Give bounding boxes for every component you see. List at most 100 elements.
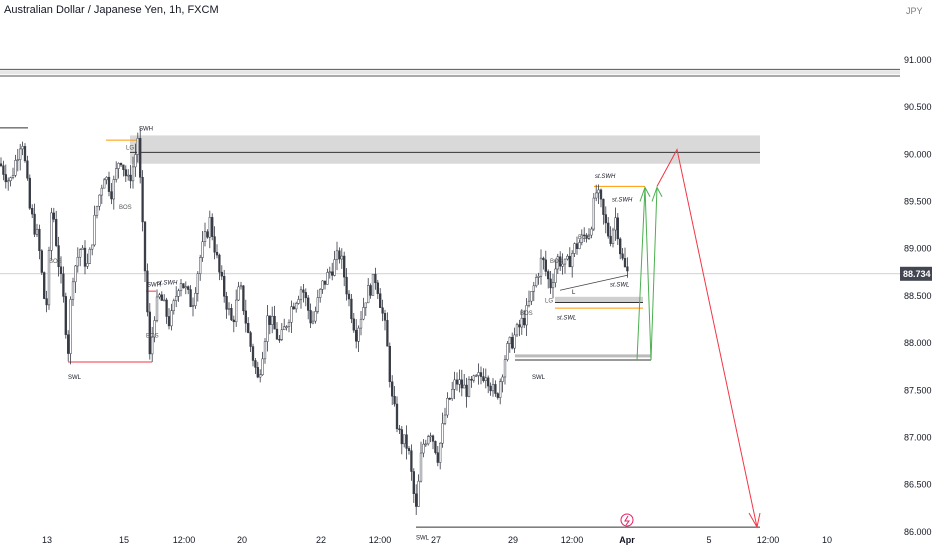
candle-body — [475, 375, 478, 377]
candle-body — [74, 265, 77, 283]
candle-body — [508, 337, 511, 344]
candle-body — [547, 271, 550, 280]
candle-body — [271, 316, 274, 325]
candle-body — [499, 381, 502, 398]
y-axis[interactable]: 86.000 86.500 87.000 87.500 88.000 88.500 89.0… — [904, 55, 932, 537]
candle-body — [345, 276, 348, 295]
annotations-layer: SWHLGBOSBOSSWLSWHst.SWHBOSSWLSWLBOSLGBOS… — [49, 127, 633, 542]
candle-body — [40, 250, 43, 273]
candle-body — [93, 214, 96, 246]
candle-body — [458, 379, 461, 385]
zones-layer — [0, 70, 900, 164]
annotation-st-swl-2: st.SWL — [610, 282, 629, 288]
x-tick-label: 22 — [316, 535, 326, 545]
candle-body — [609, 235, 612, 244]
top-band — [0, 70, 900, 75]
candle-body — [455, 379, 459, 385]
candle-body — [261, 358, 264, 376]
candle-body — [311, 320, 315, 324]
candle-body — [460, 379, 463, 389]
annotation-swl-2: SWL — [416, 535, 430, 541]
current-price-badge — [900, 266, 932, 281]
candle-body — [158, 294, 161, 298]
candle-body — [26, 160, 29, 179]
candle-body — [112, 179, 115, 200]
drawings-layer — [636, 148, 761, 529]
candle-body — [599, 189, 603, 200]
candle-body — [491, 384, 495, 392]
candle-body — [213, 236, 216, 253]
candle-body — [515, 324, 519, 336]
candle-body — [616, 217, 619, 240]
candle-body — [429, 435, 432, 438]
candle-body — [43, 272, 46, 299]
green-arrowhead-2 — [651, 186, 663, 202]
candle-body — [319, 289, 322, 298]
candle-body — [91, 244, 94, 250]
candle-body — [263, 341, 267, 360]
candle-body — [479, 372, 483, 377]
candle-body — [160, 294, 163, 301]
candle-body — [297, 299, 300, 304]
candle-body — [328, 271, 331, 274]
candle-body — [439, 442, 442, 463]
candle-body — [477, 372, 480, 376]
annotation-bos-4: BOS — [520, 311, 533, 317]
candle-body — [371, 273, 375, 296]
candle-body — [194, 293, 197, 306]
candle-body — [352, 318, 355, 331]
candle-body — [448, 397, 451, 400]
candle-body — [280, 329, 283, 340]
candle-body — [134, 154, 137, 168]
x-tick-label: 15 — [119, 535, 129, 545]
candle-body — [35, 228, 39, 235]
candle-body — [410, 450, 413, 472]
annotation-l: L — [572, 290, 576, 296]
annotation-bos-6: BOS — [578, 235, 591, 241]
candle-body — [184, 286, 187, 289]
candle-body — [367, 285, 370, 304]
annotation-swh-2: SWH — [147, 282, 161, 288]
candle-body — [227, 308, 231, 310]
candle-body — [179, 283, 183, 291]
candle-body — [155, 296, 159, 321]
candle-body — [604, 214, 607, 224]
candle-body — [386, 320, 389, 347]
candle-body — [139, 138, 142, 178]
candle-body — [172, 300, 175, 311]
candle-body — [525, 305, 528, 326]
candle-body — [124, 169, 127, 177]
candle-body — [359, 318, 363, 329]
candle-body — [107, 176, 111, 192]
candle-body — [249, 332, 252, 347]
candle-body — [129, 174, 132, 182]
candle-body — [81, 247, 84, 250]
red-projection — [656, 148, 758, 528]
candle-body — [338, 250, 341, 260]
annotation-swl-3: SWL — [532, 375, 546, 381]
annotation-bos-3: BOS — [146, 333, 159, 339]
x-axis[interactable]: 13 15 12:00 20 22 12:00 27 29 12:00 Apr 5 12:00 10 — [42, 513, 832, 545]
candle-body — [542, 257, 545, 261]
candle-body — [422, 443, 425, 454]
candle-body — [4, 174, 7, 183]
x-tick-label: 13 — [42, 535, 52, 545]
green-arrowhead-1 — [639, 186, 651, 202]
candle-body — [419, 452, 423, 482]
candle-body — [535, 277, 538, 287]
candle-body — [50, 212, 53, 251]
candle-body — [412, 471, 415, 495]
candle-body — [163, 299, 166, 302]
candle-body — [621, 253, 624, 259]
x-tick-label: 29 — [508, 535, 518, 545]
lightning-icon — [624, 515, 630, 526]
candle-body — [347, 293, 351, 300]
candle-body — [11, 175, 15, 178]
candle-body — [62, 273, 65, 297]
candle-body — [539, 257, 543, 277]
candle-body — [321, 280, 324, 290]
candle-body — [225, 296, 228, 310]
candle-body — [299, 289, 303, 300]
candle-body — [403, 434, 406, 445]
